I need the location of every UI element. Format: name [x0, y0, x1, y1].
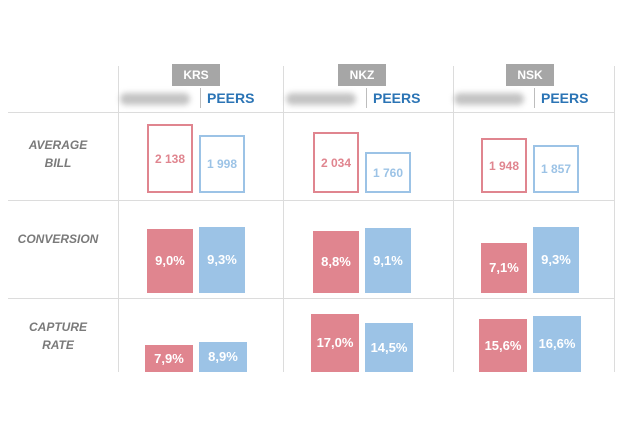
data-label: 9,3%: [541, 252, 571, 267]
region-tag-nsk: NSK: [506, 64, 554, 86]
row-label: CAPTURE RATE: [3, 318, 113, 354]
peers-bar: [199, 342, 247, 372]
company-bar: [479, 319, 527, 372]
peers-bar: [533, 316, 581, 372]
row-label-line: CONVERSION: [17, 232, 99, 246]
redacted-company-label: [120, 93, 190, 105]
data-label: 1 998: [206, 157, 238, 171]
peers-bar: [533, 227, 579, 293]
peers-label: PEERS: [541, 90, 589, 106]
column-separator: [118, 66, 119, 372]
peers-label: PEERS: [207, 90, 255, 106]
row-label-line: BILL: [44, 156, 72, 170]
peers-label: PEERS: [373, 90, 421, 106]
company-bar: [147, 124, 193, 193]
company-bar: [147, 229, 193, 293]
data-label: 16,6%: [538, 336, 576, 351]
row-label: CONVERSION: [3, 230, 113, 248]
data-label: 9,3%: [207, 252, 237, 267]
data-label: 8,8%: [321, 254, 351, 269]
company-bar: [313, 231, 359, 293]
header-divider: [534, 88, 535, 108]
peers-bar: [199, 135, 245, 193]
row-label: AVERAGE BILL: [3, 136, 113, 172]
header-divider: [366, 88, 367, 108]
data-label: 8,9%: [208, 349, 238, 364]
row-separator: [8, 298, 614, 299]
data-label: 7,1%: [489, 260, 519, 275]
row-label-line: CAPTURE: [28, 320, 87, 334]
peers-bar: [199, 227, 245, 293]
header-divider: [200, 88, 201, 108]
redacted-company-label: [454, 93, 524, 105]
data-label: 2 138: [154, 151, 186, 166]
company-bar: [481, 138, 527, 193]
row-label-line: AVERAGE: [28, 138, 88, 152]
company-bar: [313, 132, 359, 193]
peers-bar: [533, 145, 579, 193]
data-label: 1 857: [540, 162, 572, 176]
data-label: 14,5%: [370, 339, 408, 355]
region-tag-krs: KRS: [172, 64, 220, 86]
peers-bar: [365, 152, 411, 193]
column-separator: [453, 66, 454, 372]
data-label: 9,1%: [373, 252, 403, 268]
data-label: 1 948: [488, 158, 520, 173]
row-separator: [8, 112, 614, 113]
data-label: 9,0%: [155, 253, 185, 268]
company-bar: [145, 345, 193, 372]
peers-bar: [365, 228, 411, 293]
data-label: 17,0%: [316, 335, 354, 350]
data-label: 2 034: [320, 155, 352, 170]
data-label: 1 760: [372, 165, 404, 180]
column-separator: [283, 66, 284, 372]
row-label-line: RATE: [42, 338, 74, 352]
company-bar: [481, 243, 527, 293]
column-separator: [614, 66, 615, 372]
company-bar: [311, 314, 359, 372]
row-separator: [8, 200, 614, 201]
region-tag-nkz: NKZ: [338, 64, 386, 86]
data-label: 15,6%: [484, 337, 522, 353]
data-label: 7,9%: [154, 350, 184, 366]
redacted-company-label: [286, 93, 356, 105]
peers-bar: [365, 323, 413, 372]
